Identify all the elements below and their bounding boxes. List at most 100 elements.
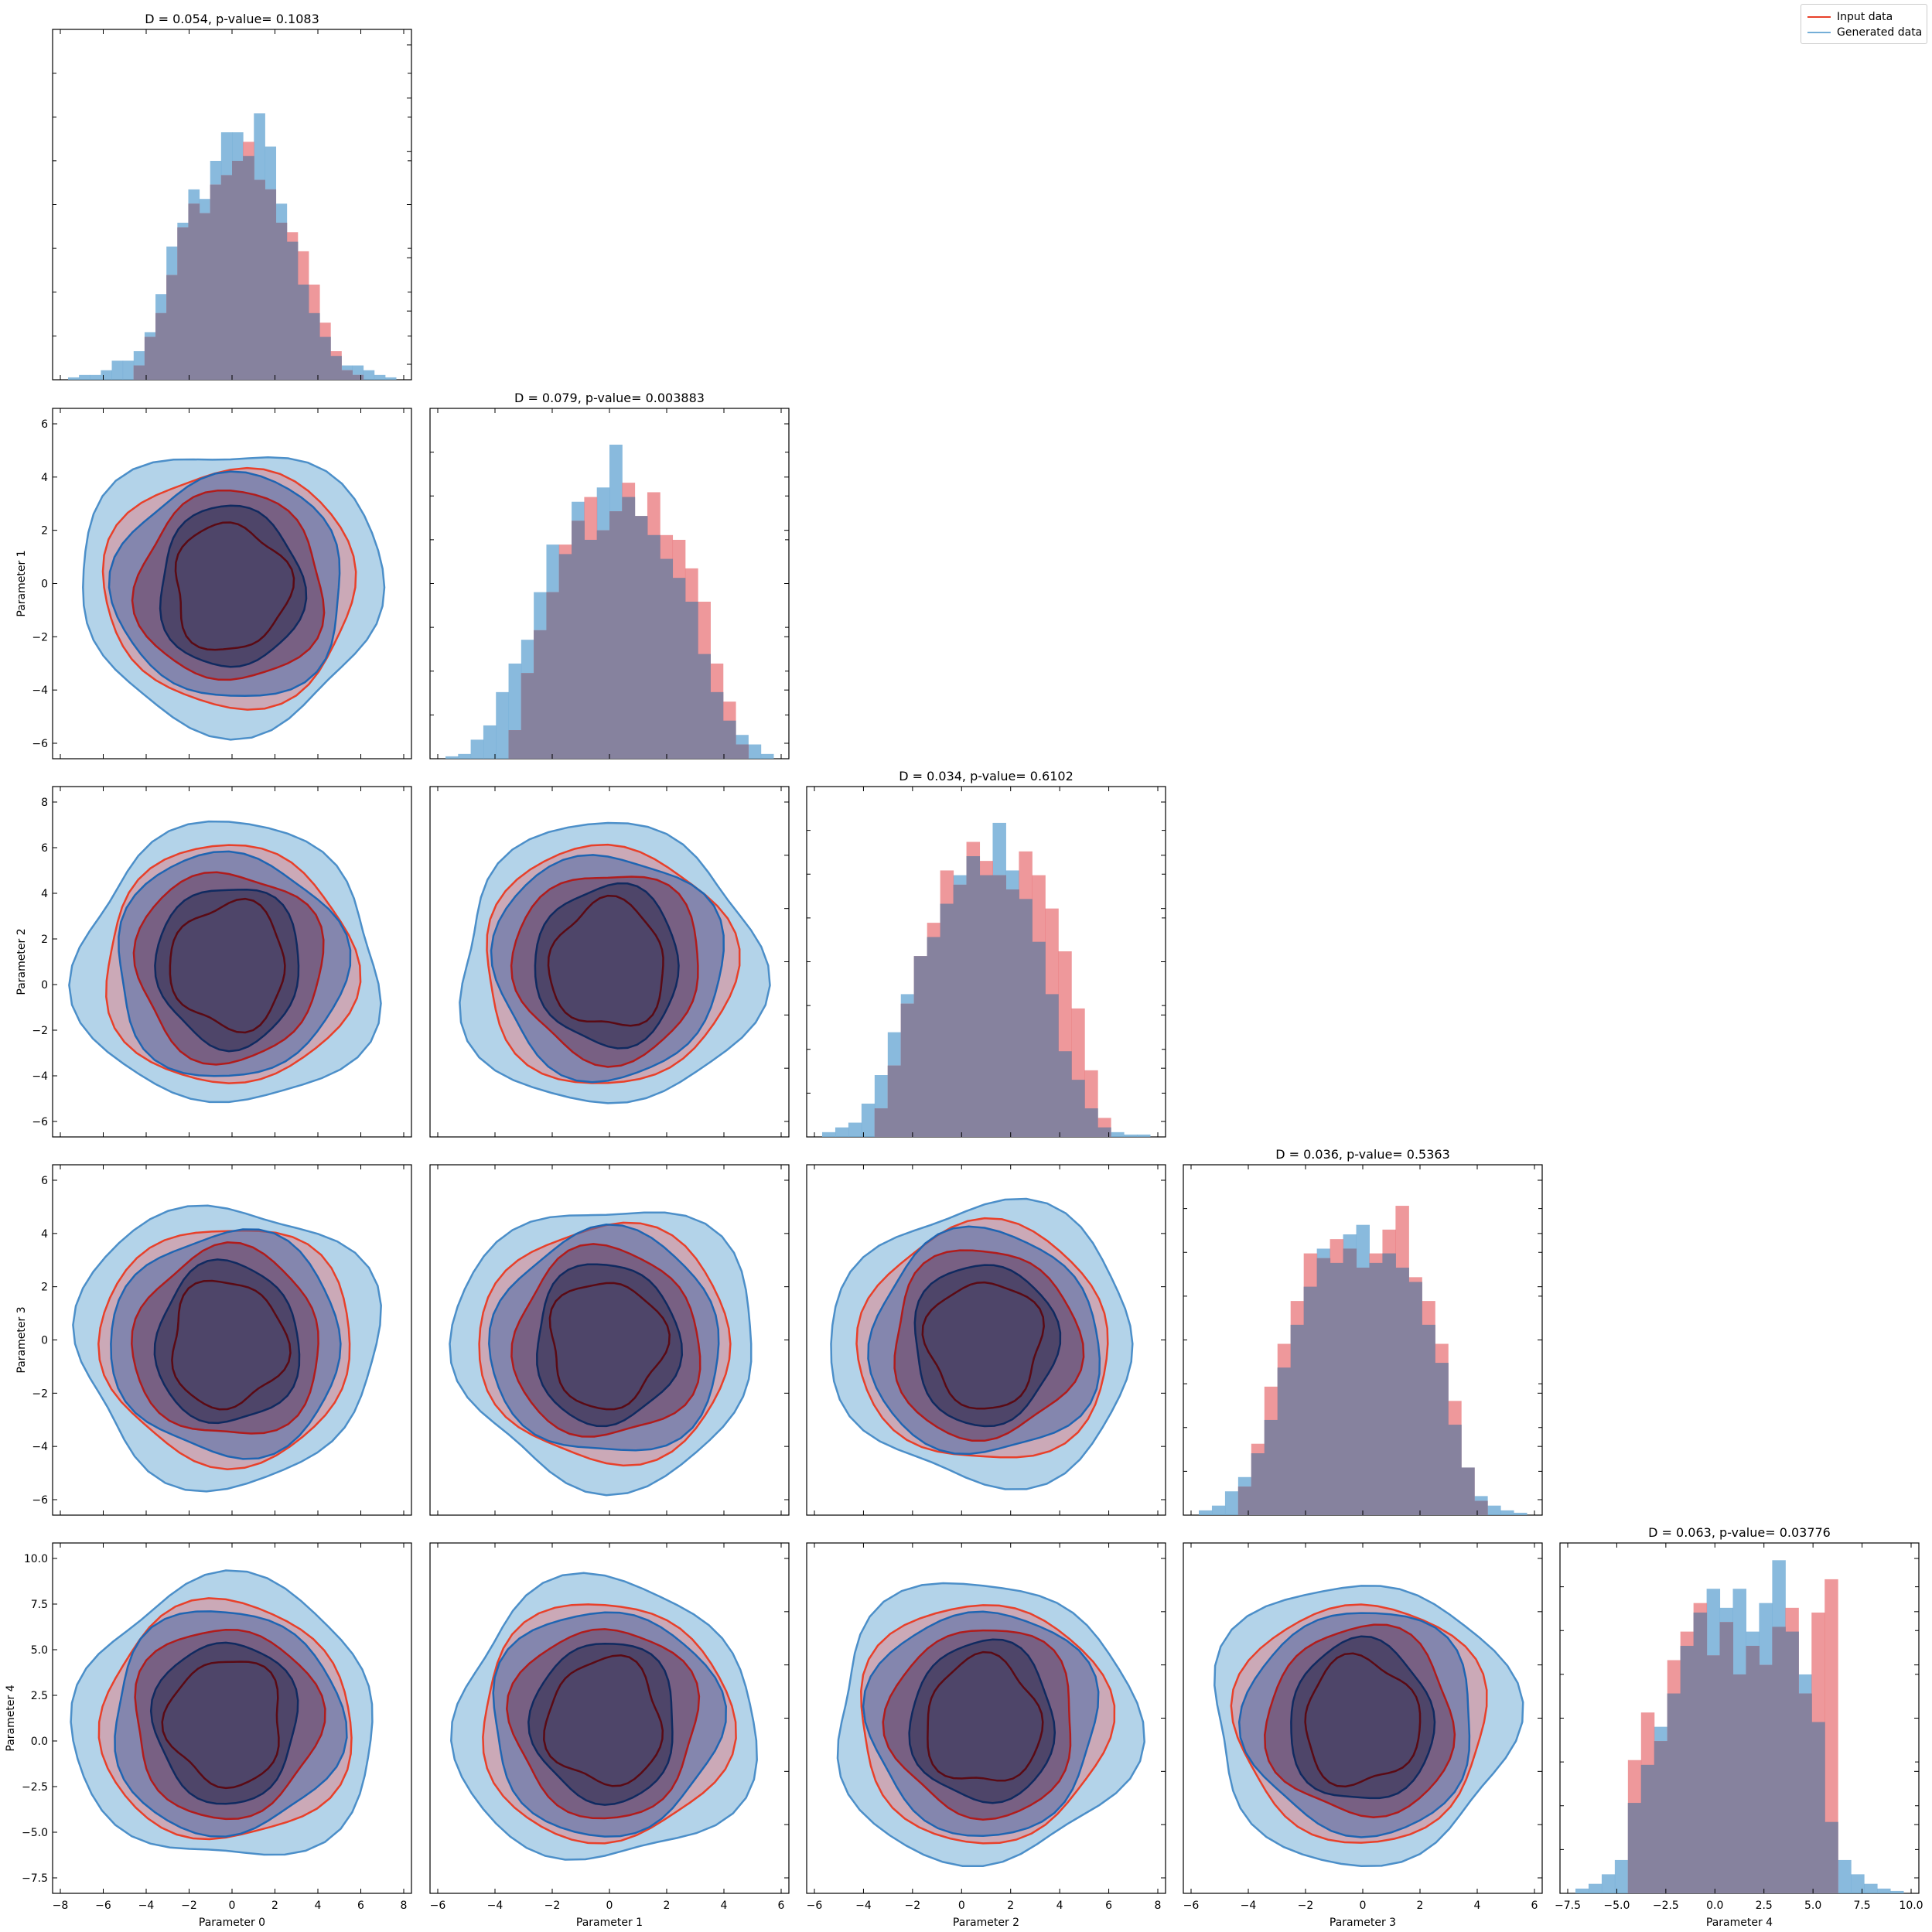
contour-1-0-4 bbox=[159, 504, 308, 668]
ytick-label-3-4: 2 bbox=[41, 1282, 48, 1294]
contour-2-1-5 bbox=[547, 894, 664, 1027]
hist-bar-generated-4-3 bbox=[1614, 1859, 1629, 1893]
hist-bar-generated-1-24 bbox=[748, 744, 762, 759]
ytick-label-1-1: −4 bbox=[32, 684, 48, 697]
xtick-label-2-5: 4 bbox=[1056, 1900, 1063, 1912]
contour-4-1-4 bbox=[527, 1642, 674, 1806]
hist-bar-overlap-1-11 bbox=[584, 539, 598, 759]
legend-entry-input: Input data bbox=[1807, 9, 1893, 25]
hist-bar-overlap-3-13 bbox=[1369, 1262, 1383, 1515]
contour-2-1-4 bbox=[534, 882, 680, 1050]
hist-bar-overlap-1-20 bbox=[698, 654, 711, 759]
hist-bar-overlap-1-19 bbox=[684, 601, 698, 759]
contour-3-2-4 bbox=[913, 1264, 1062, 1428]
hist-bar-generated-1-3 bbox=[483, 725, 497, 759]
hist-bar-overlap-3-8 bbox=[1303, 1286, 1318, 1515]
hist-bar-overlap-2-7 bbox=[913, 956, 928, 1137]
hist-bar-overlap-3-12 bbox=[1356, 1268, 1370, 1515]
hist-bar-overlap-4-18 bbox=[1811, 1722, 1825, 1893]
hist-bar-generated-0-0 bbox=[68, 377, 80, 380]
hist-bar-generated-0-2 bbox=[90, 374, 101, 380]
hist-bar-overlap-1-23 bbox=[736, 744, 749, 759]
hist-bar-overlap-0-16 bbox=[243, 155, 254, 380]
ytick-label-3-0: −6 bbox=[32, 1494, 48, 1507]
xtick-label-4-0: −7.5 bbox=[1555, 1900, 1581, 1912]
contour-4-0-4 bbox=[149, 1641, 299, 1805]
ytick-label-3-1: −4 bbox=[32, 1441, 48, 1453]
ytick-label-3-2: −2 bbox=[32, 1388, 48, 1400]
xlabel-param-2: Parameter 2 bbox=[953, 1917, 1019, 1929]
ytick-label-4-0: −7.5 bbox=[22, 1872, 48, 1885]
contour-1-0-5 bbox=[174, 521, 295, 651]
xtick-label-1-3: 0 bbox=[606, 1900, 613, 1912]
xtick-label-1-1: −4 bbox=[487, 1900, 503, 1912]
xlabel-param-4: Parameter 4 bbox=[1706, 1917, 1773, 1929]
ylabel-param-3: Parameter 3 bbox=[15, 1306, 28, 1373]
hist-bar-overlap-4-11 bbox=[1719, 1622, 1734, 1893]
xlabel-param-1: Parameter 1 bbox=[576, 1917, 643, 1929]
hist-bar-overlap-3-19 bbox=[1448, 1425, 1462, 1515]
hist-bar-overlap-0-25 bbox=[341, 370, 353, 380]
hist-bar-overlap-1-14 bbox=[622, 497, 636, 759]
xtick-label-0-3: −2 bbox=[181, 1900, 197, 1912]
hist-bar-overlap-1-13 bbox=[609, 511, 623, 759]
hist-bar-overlap-3-5 bbox=[1264, 1419, 1278, 1515]
hist-bar-input-4-19 bbox=[1824, 1579, 1838, 1893]
hist-bar-overlap-0-24 bbox=[330, 356, 342, 380]
ytick-label-4-2: −2.5 bbox=[22, 1781, 48, 1794]
hist-bar-overlap-0-10 bbox=[177, 227, 189, 380]
hist-bar-overlap-2-11 bbox=[966, 855, 981, 1137]
ytick-label-1-5: 4 bbox=[41, 472, 48, 484]
xtick-label-0-1: −6 bbox=[95, 1900, 111, 1912]
hist-bar-overlap-0-21 bbox=[297, 284, 309, 380]
diag-title-1: D = 0.079, p-value= 0.003883 bbox=[514, 391, 705, 405]
xtick-label-0-7: 6 bbox=[357, 1900, 364, 1912]
hist-bar-overlap-4-19 bbox=[1824, 1821, 1838, 1893]
xtick-label-2-6: 6 bbox=[1105, 1900, 1112, 1912]
hist-bar-overlap-3-7 bbox=[1290, 1324, 1305, 1515]
hist-bar-overlap-0-14 bbox=[220, 175, 233, 381]
hist-bar-generated-0-29 bbox=[384, 377, 397, 380]
hist-bar-overlap-2-14 bbox=[1005, 889, 1019, 1137]
xtick-label-1-4: 2 bbox=[664, 1900, 671, 1912]
ytick-label-2-7: 8 bbox=[41, 797, 48, 809]
hist-bar-generated-2-1 bbox=[835, 1127, 849, 1137]
hist-bar-overlap-1-5 bbox=[508, 730, 522, 759]
xtick-label-1-5: 4 bbox=[721, 1900, 728, 1912]
hist-bar-generated-3-0 bbox=[1199, 1510, 1213, 1515]
ytick-label-4-6: 7.5 bbox=[31, 1599, 48, 1611]
hist-bar-overlap-4-17 bbox=[1798, 1693, 1812, 1893]
hist-bar-generated-4-21 bbox=[1851, 1874, 1865, 1893]
hist-bar-generated-1-0 bbox=[445, 756, 459, 759]
hist-bar-overlap-3-20 bbox=[1461, 1467, 1475, 1515]
hist-bar-overlap-1-16 bbox=[647, 534, 660, 759]
hist-bar-overlap-2-5 bbox=[887, 1065, 902, 1137]
xtick-label-3-5: 4 bbox=[1474, 1900, 1481, 1912]
hist-bar-overlap-4-8 bbox=[1680, 1646, 1695, 1893]
xlabel-param-0: Parameter 0 bbox=[199, 1917, 265, 1929]
xtick-label-1-6: 6 bbox=[778, 1900, 785, 1912]
hist-bar-overlap-1-15 bbox=[634, 516, 648, 759]
hist-bar-overlap-1-22 bbox=[722, 720, 736, 759]
diag-title-4: D = 0.063, p-value= 0.03776 bbox=[1648, 1525, 1831, 1540]
xtick-label-2-4: 2 bbox=[1007, 1900, 1014, 1912]
ytick-label-4-3: 0.0 bbox=[31, 1736, 48, 1748]
hist-bar-overlap-1-12 bbox=[596, 530, 610, 759]
ytick-label-3-6: 6 bbox=[41, 1175, 48, 1187]
hist-bar-generated-0-4 bbox=[111, 360, 124, 380]
ytick-label-2-0: −6 bbox=[32, 1116, 48, 1128]
hist-bar-overlap-3-9 bbox=[1316, 1258, 1331, 1515]
ytick-label-2-3: 0 bbox=[41, 979, 48, 992]
hist-bar-overlap-0-26 bbox=[352, 374, 364, 380]
ytick-label-4-4: 2.5 bbox=[31, 1690, 48, 1702]
ylabel-param-1: Parameter 1 bbox=[15, 550, 28, 616]
hist-bar-generated-3-1 bbox=[1211, 1505, 1226, 1515]
xtick-label-3-4: 2 bbox=[1417, 1900, 1424, 1912]
hist-bar-overlap-1-17 bbox=[660, 558, 674, 759]
legend-generated-label: Generated data bbox=[1837, 26, 1923, 39]
hist-bar-overlap-3-14 bbox=[1382, 1253, 1396, 1515]
xtick-label-4-1: −5.0 bbox=[1603, 1900, 1630, 1912]
hist-bar-generated-2-22 bbox=[1111, 1132, 1125, 1137]
hist-bar-overlap-2-17 bbox=[1045, 994, 1059, 1137]
hist-bar-generated-0-28 bbox=[374, 374, 386, 380]
